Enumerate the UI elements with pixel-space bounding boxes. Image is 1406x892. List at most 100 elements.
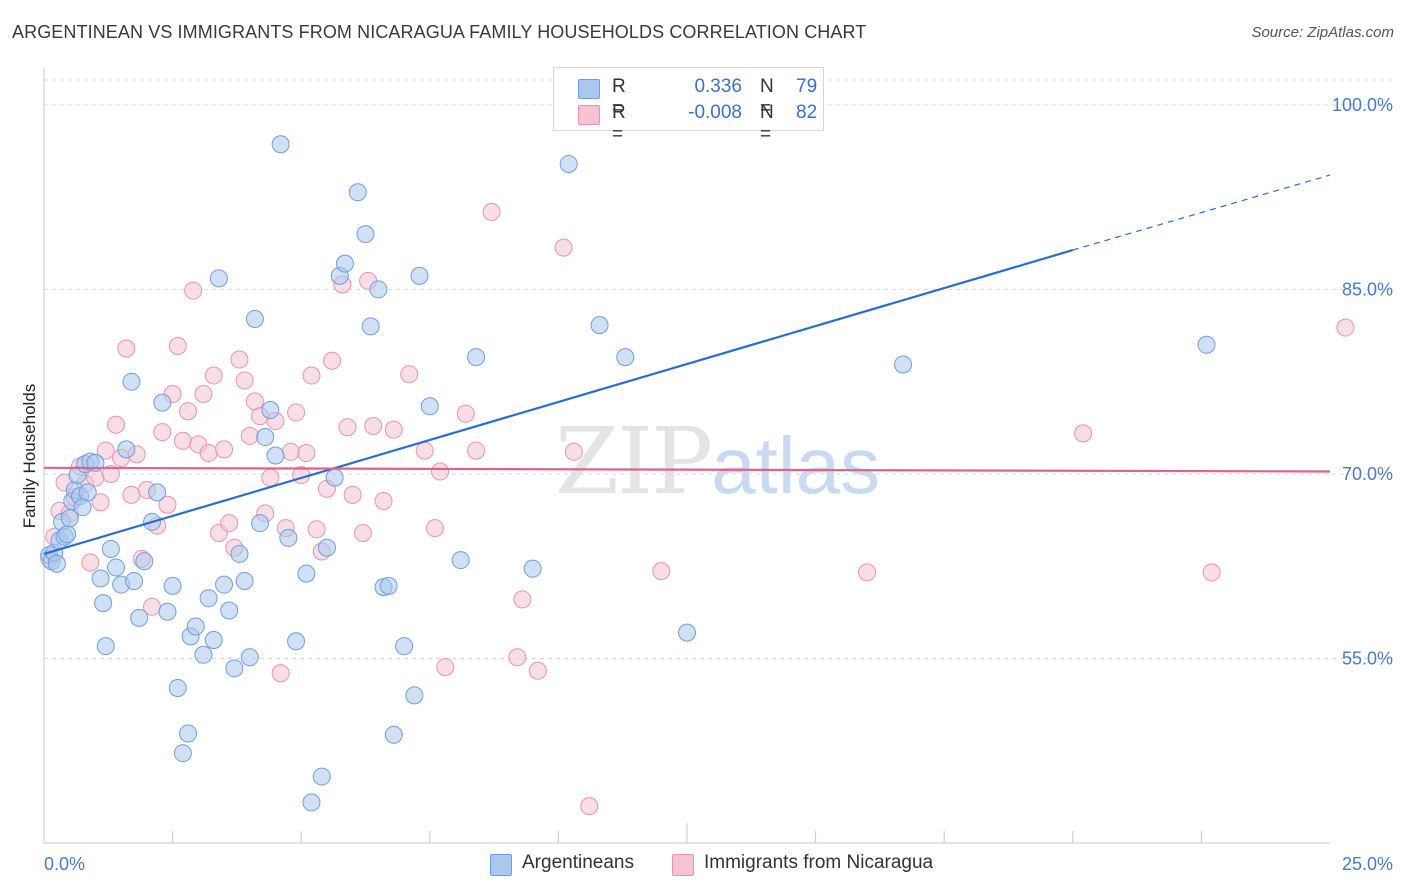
series-nicaragua-points	[40, 202, 1355, 816]
data-point-argentineans	[194, 645, 213, 664]
legend-r-value: -0.008	[688, 102, 742, 123]
data-point-argentineans	[91, 569, 110, 588]
data-point-argentineans	[209, 269, 228, 288]
data-point-argentineans	[47, 554, 66, 573]
data-point-argentineans	[523, 559, 542, 578]
data-point-nicaragua	[215, 440, 234, 459]
data-point-argentineans	[297, 564, 316, 583]
legend-swatch-pink	[578, 105, 600, 125]
data-point-argentineans	[251, 514, 270, 533]
data-point-nicaragua	[261, 468, 280, 487]
data-point-argentineans	[204, 631, 223, 650]
data-point-nicaragua	[384, 420, 403, 439]
data-point-nicaragua	[153, 423, 172, 442]
data-point-nicaragua	[467, 441, 486, 460]
data-point-nicaragua	[158, 495, 177, 514]
data-point-argentineans	[94, 594, 113, 613]
series-legend: Argentineans Immigrants from Nicaragua	[0, 852, 1406, 880]
axis-labels: 55.0% 70.0% 85.0% 100.0% 0.0% 25.0% Family Hou…	[20, 95, 1393, 874]
legend-r-value: 0.336	[694, 76, 742, 97]
correlation-legend: R = 0.336 N = 79 R = -0.008 N = 82	[553, 67, 824, 145]
data-point-argentineans	[163, 576, 182, 595]
legend-swatch-pink	[672, 854, 694, 876]
data-point-argentineans	[135, 552, 154, 571]
data-point-argentineans	[186, 617, 205, 636]
data-point-argentineans	[590, 316, 609, 335]
watermark-zip: ZIP	[555, 408, 713, 515]
data-point-nicaragua	[235, 371, 254, 390]
data-point-nicaragua	[122, 485, 141, 504]
data-point-argentineans	[235, 571, 254, 590]
data-point-argentineans	[271, 135, 290, 154]
legend-swatch-blue	[490, 854, 512, 876]
data-point-nicaragua	[184, 281, 203, 300]
data-point-nicaragua	[353, 524, 372, 542]
data-point-argentineans	[256, 428, 275, 447]
data-point-nicaragua	[456, 404, 475, 423]
data-point-argentineans	[60, 509, 79, 528]
data-point-argentineans	[173, 744, 192, 763]
x-tick-label: 0.0%	[44, 854, 85, 874]
data-point-nicaragua	[513, 590, 532, 609]
data-point-nicaragua	[302, 366, 321, 385]
trend-lines	[43, 174, 1331, 555]
data-point-argentineans	[420, 397, 439, 416]
y-tick-label: 70.0%	[1342, 464, 1393, 484]
data-point-nicaragua	[652, 562, 671, 581]
data-point-argentineans	[379, 576, 398, 595]
watermark: ZIPatlas	[555, 408, 880, 515]
legend-n-value: 82	[796, 102, 818, 123]
data-point-nicaragua	[564, 442, 583, 461]
data-point-nicaragua	[508, 648, 527, 667]
legend-n-label: N =	[760, 76, 774, 119]
chart-title: ARGENTINEAN VS IMMIGRANTS FROM NICARAGUA…	[12, 22, 867, 42]
data-point-argentineans	[215, 575, 234, 594]
data-point-argentineans	[335, 254, 354, 273]
watermark-atlas: atlas	[711, 421, 881, 510]
data-point-nicaragua	[323, 351, 342, 370]
data-point-argentineans	[356, 225, 375, 244]
data-point-nicaragua	[425, 519, 444, 538]
data-point-nicaragua	[431, 462, 450, 481]
legend-n-label: N =	[760, 102, 774, 145]
data-point-argentineans	[148, 483, 167, 502]
data-point-argentineans	[125, 571, 144, 590]
data-point-nicaragua	[179, 402, 198, 421]
data-point-argentineans	[369, 280, 388, 299]
data-point-argentineans	[395, 637, 414, 656]
gridlines	[44, 79, 1392, 659]
data-point-nicaragua	[400, 365, 419, 384]
legend-swatch-blue	[578, 79, 600, 99]
data-point-argentineans	[317, 538, 336, 557]
data-point-argentineans	[245, 309, 264, 328]
y-tick-label: 85.0%	[1342, 279, 1393, 299]
data-point-argentineans	[199, 589, 218, 608]
data-point-nicaragua	[91, 493, 110, 512]
data-point-nicaragua	[1202, 563, 1221, 582]
legend-n-value: 79	[796, 76, 818, 97]
data-point-argentineans	[384, 725, 403, 744]
data-point-nicaragua	[168, 337, 187, 356]
data-point-argentineans	[122, 372, 141, 391]
data-point-nicaragua	[96, 441, 115, 460]
data-point-argentineans	[220, 601, 239, 620]
data-point-argentineans	[361, 317, 380, 336]
data-point-nicaragua	[297, 444, 316, 463]
data-point-argentineans	[279, 528, 298, 547]
data-point-nicaragua	[415, 441, 434, 460]
data-point-argentineans	[107, 558, 126, 577]
data-point-argentineans	[467, 348, 486, 367]
trend-line-nicaragua	[43, 466, 1331, 473]
data-point-nicaragua	[204, 366, 223, 385]
legend-r-label: R =	[612, 102, 626, 145]
data-point-nicaragua	[240, 426, 259, 445]
data-point-nicaragua	[117, 339, 136, 358]
data-point-argentineans	[158, 602, 177, 621]
data-point-argentineans	[312, 767, 331, 786]
trend-line-argentineans	[43, 249, 1074, 555]
data-point-nicaragua	[271, 664, 290, 683]
data-point-argentineans	[101, 539, 120, 558]
data-point-nicaragua	[436, 658, 455, 677]
data-point-nicaragua	[374, 492, 393, 511]
data-point-nicaragua	[287, 403, 306, 422]
